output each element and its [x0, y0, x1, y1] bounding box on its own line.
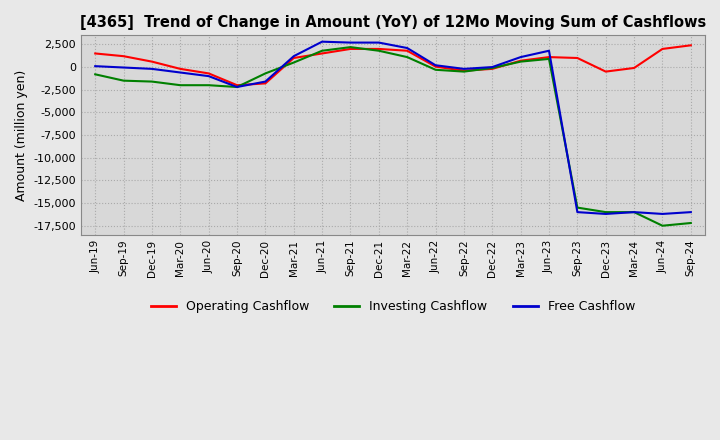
Investing Cashflow	[91, 72, 99, 77]
Investing Cashflow	[318, 48, 326, 53]
Line: Free Cashflow: Free Cashflow	[95, 42, 690, 214]
Free Cashflow	[346, 40, 355, 45]
Investing Cashflow	[601, 209, 610, 215]
Investing Cashflow	[374, 48, 383, 53]
Free Cashflow	[120, 65, 128, 70]
Operating Cashflow	[233, 83, 241, 88]
Operating Cashflow	[573, 55, 582, 61]
Operating Cashflow	[204, 71, 213, 76]
Free Cashflow	[261, 79, 270, 84]
Investing Cashflow	[289, 60, 298, 65]
Free Cashflow	[545, 48, 554, 53]
Operating Cashflow	[289, 55, 298, 61]
Operating Cashflow	[545, 55, 554, 60]
Operating Cashflow	[318, 51, 326, 56]
Investing Cashflow	[346, 44, 355, 50]
Free Cashflow	[686, 209, 695, 215]
Investing Cashflow	[431, 67, 440, 73]
Investing Cashflow	[120, 78, 128, 83]
Free Cashflow	[374, 40, 383, 45]
Investing Cashflow	[545, 56, 554, 62]
Operating Cashflow	[120, 54, 128, 59]
Investing Cashflow	[148, 79, 156, 84]
Free Cashflow	[630, 209, 639, 215]
Operating Cashflow	[601, 69, 610, 74]
Free Cashflow	[318, 39, 326, 44]
Investing Cashflow	[516, 59, 525, 64]
Investing Cashflow	[459, 69, 468, 74]
Free Cashflow	[658, 211, 667, 216]
Y-axis label: Amount (million yen): Amount (million yen)	[15, 70, 28, 201]
Investing Cashflow	[573, 205, 582, 210]
Investing Cashflow	[630, 209, 639, 215]
Investing Cashflow	[233, 84, 241, 90]
Free Cashflow	[573, 209, 582, 215]
Operating Cashflow	[459, 68, 468, 73]
Investing Cashflow	[686, 220, 695, 226]
Free Cashflow	[431, 62, 440, 68]
Investing Cashflow	[488, 65, 497, 70]
Free Cashflow	[204, 73, 213, 79]
Operating Cashflow	[630, 65, 639, 70]
Free Cashflow	[148, 66, 156, 72]
Free Cashflow	[403, 45, 412, 51]
Operating Cashflow	[658, 46, 667, 51]
Operating Cashflow	[374, 46, 383, 51]
Operating Cashflow	[346, 46, 355, 51]
Free Cashflow	[91, 63, 99, 69]
Free Cashflow	[601, 211, 610, 216]
Line: Investing Cashflow: Investing Cashflow	[95, 47, 690, 226]
Free Cashflow	[459, 66, 468, 72]
Operating Cashflow	[488, 66, 497, 72]
Operating Cashflow	[261, 81, 270, 86]
Legend: Operating Cashflow, Investing Cashflow, Free Cashflow: Operating Cashflow, Investing Cashflow, …	[146, 295, 640, 318]
Operating Cashflow	[176, 66, 184, 72]
Investing Cashflow	[403, 55, 412, 60]
Operating Cashflow	[431, 64, 440, 69]
Operating Cashflow	[686, 43, 695, 48]
Investing Cashflow	[658, 223, 667, 228]
Investing Cashflow	[204, 83, 213, 88]
Operating Cashflow	[91, 51, 99, 56]
Title: [4365]  Trend of Change in Amount (YoY) of 12Mo Moving Sum of Cashflows: [4365] Trend of Change in Amount (YoY) o…	[80, 15, 706, 30]
Operating Cashflow	[148, 59, 156, 64]
Line: Operating Cashflow: Operating Cashflow	[95, 45, 690, 85]
Free Cashflow	[488, 64, 497, 70]
Operating Cashflow	[516, 58, 525, 63]
Free Cashflow	[516, 55, 525, 60]
Investing Cashflow	[261, 71, 270, 76]
Free Cashflow	[289, 54, 298, 59]
Investing Cashflow	[176, 83, 184, 88]
Free Cashflow	[233, 84, 241, 90]
Free Cashflow	[176, 70, 184, 75]
Operating Cashflow	[403, 48, 412, 53]
